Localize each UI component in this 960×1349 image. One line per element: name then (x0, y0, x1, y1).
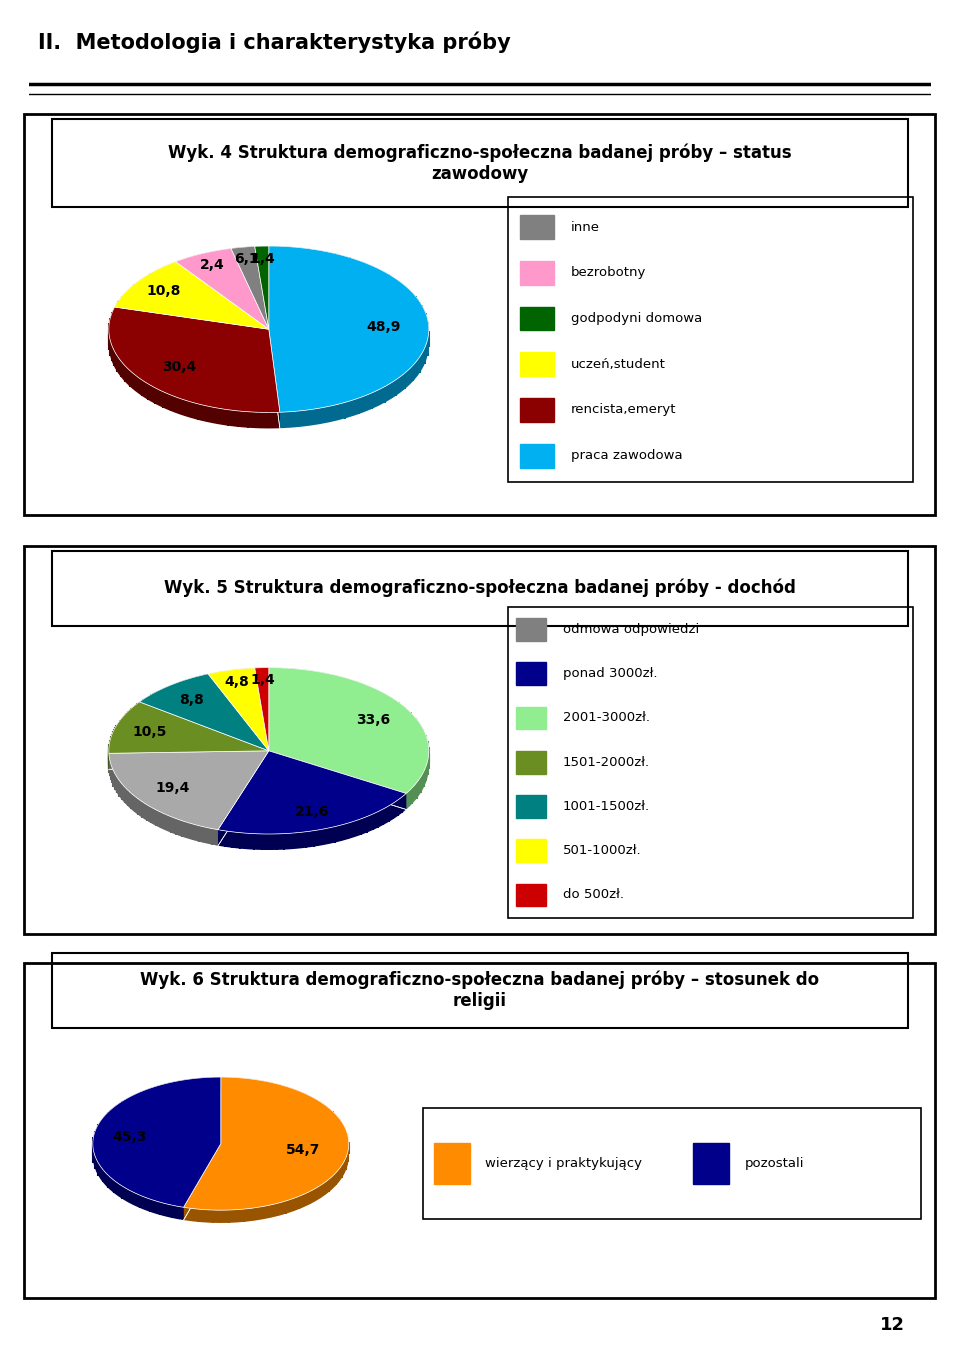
Text: godpodyni domowa: godpodyni domowa (571, 312, 703, 325)
Text: 1,4: 1,4 (251, 252, 276, 266)
Polygon shape (208, 668, 254, 689)
Bar (516, 839, 545, 862)
Bar (520, 306, 554, 331)
Text: 12: 12 (880, 1317, 905, 1334)
Text: inne: inne (571, 221, 600, 233)
Polygon shape (108, 308, 280, 413)
Polygon shape (269, 668, 429, 809)
Text: 21,6: 21,6 (295, 804, 329, 819)
Text: 30,4: 30,4 (162, 360, 197, 374)
Bar (520, 398, 554, 422)
Text: 54,7: 54,7 (286, 1143, 321, 1157)
Bar (516, 884, 545, 907)
Text: odmowa odpowiedzi: odmowa odpowiedzi (563, 623, 699, 635)
Polygon shape (254, 668, 269, 751)
Polygon shape (108, 701, 139, 769)
Polygon shape (218, 751, 406, 834)
Polygon shape (114, 262, 176, 322)
Polygon shape (108, 753, 218, 846)
Text: 2001-3000zł.: 2001-3000zł. (563, 711, 650, 724)
Polygon shape (254, 668, 269, 684)
Text: rencista,emeryt: rencista,emeryt (571, 403, 677, 417)
Bar (520, 260, 554, 285)
Polygon shape (218, 793, 406, 850)
Polygon shape (231, 247, 254, 264)
Bar (516, 751, 545, 773)
Polygon shape (269, 246, 429, 413)
Text: pozostali: pozostali (745, 1157, 804, 1170)
Text: 2,4: 2,4 (200, 258, 225, 272)
Polygon shape (114, 262, 269, 329)
Text: Wyk. 6 Struktura demograficzno-społeczna badanej próby – stosunek do
religii: Wyk. 6 Struktura demograficzno-społeczna… (140, 970, 820, 1010)
Polygon shape (208, 668, 269, 751)
Polygon shape (183, 1077, 348, 1210)
Text: Wyk. 5 Struktura demograficzno-społeczna badanej próby - dochód: Wyk. 5 Struktura demograficzno-społeczna… (164, 579, 796, 598)
Polygon shape (93, 1077, 221, 1207)
Bar (516, 795, 545, 817)
Text: Wyk. 4 Struktura demograficzno-społeczna badanej próby – status
zawodowy: Wyk. 4 Struktura demograficzno-społeczna… (168, 143, 792, 183)
Bar (520, 444, 554, 468)
Bar (520, 352, 554, 376)
Text: do 500zł.: do 500zł. (563, 889, 624, 901)
Bar (434, 1143, 469, 1184)
Polygon shape (254, 246, 269, 329)
Text: II.  Metodologia i charakterystyka próby: II. Metodologia i charakterystyka próby (38, 31, 511, 53)
Text: uczeń,student: uczeń,student (571, 357, 666, 371)
Bar (516, 662, 545, 685)
Bar (516, 707, 545, 730)
Polygon shape (139, 674, 208, 718)
Polygon shape (176, 248, 231, 278)
Polygon shape (269, 246, 429, 428)
Text: 1501-2000zł.: 1501-2000zł. (563, 755, 650, 769)
Bar (520, 216, 554, 239)
Text: 10,5: 10,5 (132, 724, 167, 739)
Polygon shape (93, 1077, 221, 1219)
Polygon shape (269, 668, 429, 793)
Text: 4,8: 4,8 (225, 674, 249, 689)
Text: 10,8: 10,8 (147, 285, 181, 298)
Text: praca zawodowa: praca zawodowa (571, 449, 683, 463)
Polygon shape (183, 1077, 348, 1224)
Text: ponad 3000zł.: ponad 3000zł. (563, 668, 657, 680)
Text: bezrobotny: bezrobotny (571, 266, 646, 279)
Text: 8,8: 8,8 (180, 693, 204, 707)
Polygon shape (108, 308, 280, 429)
Text: 501-1000zł.: 501-1000zł. (563, 844, 641, 857)
Text: 33,6: 33,6 (356, 714, 390, 727)
Polygon shape (176, 248, 269, 329)
Text: 48,9: 48,9 (367, 320, 401, 335)
Text: 1001-1500zł.: 1001-1500zł. (563, 800, 650, 813)
Polygon shape (254, 246, 269, 262)
Text: 1,4: 1,4 (251, 673, 276, 687)
Text: 45,3: 45,3 (112, 1129, 147, 1144)
Text: 6,1: 6,1 (234, 252, 259, 267)
Text: 19,4: 19,4 (156, 781, 190, 795)
Bar (516, 618, 545, 641)
Polygon shape (139, 674, 269, 751)
Bar (693, 1143, 729, 1184)
Text: wierzący i praktykujący: wierzący i praktykujący (486, 1157, 642, 1170)
Polygon shape (108, 701, 269, 753)
Polygon shape (108, 751, 269, 830)
Polygon shape (231, 247, 269, 329)
